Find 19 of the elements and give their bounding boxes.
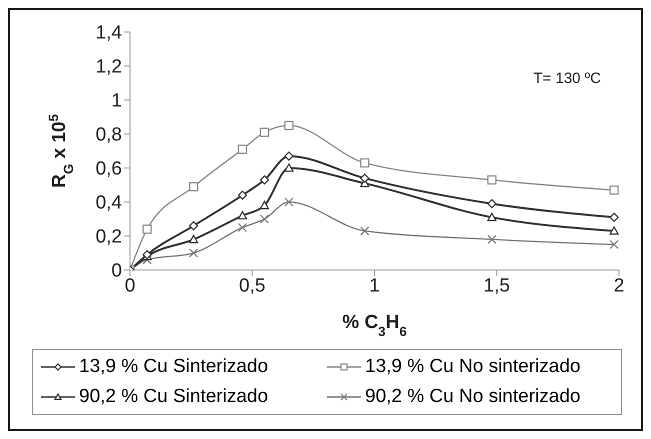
y-tick-label: 0,2 xyxy=(96,226,122,248)
y-tick-label: 1,2 xyxy=(96,56,122,78)
x-tick-label: 0,5 xyxy=(239,275,266,296)
x-axis-title: % C$_{3}$H$_{6}$ xyxy=(342,312,407,338)
legend-label: 90,2 % Cu Sinterizado xyxy=(79,386,268,408)
x-tick-label: 2 xyxy=(614,275,624,296)
legend-label: 13,9 % Cu No sinterizado xyxy=(365,356,580,378)
x-tick-label: 0 xyxy=(124,275,136,296)
y-tick-label: 0,4 xyxy=(96,192,122,214)
y-tick-label: 0 xyxy=(111,260,122,282)
y-tick-label: 1 xyxy=(111,90,122,112)
legend-label: 90,2 % Cu No sinterizado xyxy=(365,386,580,408)
legend-label: 13,9 % Cu Sinterizado xyxy=(79,356,268,378)
x-tick-label: 1,5 xyxy=(484,275,510,296)
y-tick-label: 0,8 xyxy=(96,124,122,146)
y-tick-label: 0,6 xyxy=(96,158,122,180)
x-tick-label: 1 xyxy=(369,275,380,296)
annotation: T= 130 ºC xyxy=(533,70,601,87)
y-tick-label: 1,4 xyxy=(96,22,122,44)
